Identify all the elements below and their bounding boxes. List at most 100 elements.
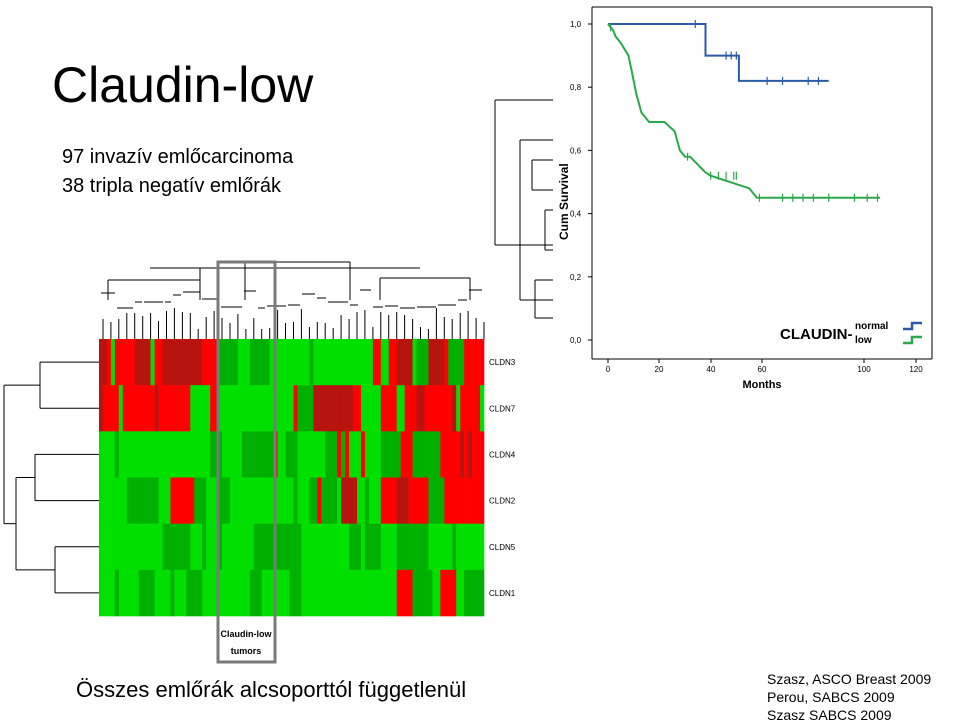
heatmap-cell [464, 523, 469, 571]
heatmap-cell [349, 339, 354, 386]
heatmap-cell [110, 477, 120, 524]
heatmap-cell [237, 523, 255, 571]
heatmap-cell [226, 523, 239, 571]
heatmap-cell [353, 339, 358, 386]
series-line-low [607, 23, 881, 199]
heatmap-cell [349, 523, 362, 571]
heatmap-cell [305, 431, 314, 478]
heatmap-cell [404, 385, 409, 432]
heatmap-cell [464, 339, 473, 386]
heatmap-cell [202, 385, 211, 432]
heatmap-cell [99, 569, 116, 617]
heatmap-cell [428, 523, 445, 571]
heatmap-cell [118, 431, 132, 478]
heatmap-cell [170, 477, 187, 524]
heatmap-cell [277, 569, 290, 617]
heatmap-cell [218, 523, 223, 571]
heatmap-cell [138, 339, 151, 386]
heatmap-cell [218, 339, 223, 386]
heatmap-cell [233, 569, 251, 617]
heatmap-cell [456, 385, 461, 432]
heatmap-cell [337, 477, 342, 524]
heatmap-cell [448, 477, 465, 524]
claudin-low-highlight: Claudin-low tumors [216, 260, 277, 664]
heatmap-cell [337, 339, 350, 386]
heatmap-cell [293, 385, 298, 432]
heatmap-cell [245, 477, 251, 524]
heatmap-cell [106, 523, 124, 571]
heatmap-cell [122, 339, 136, 386]
heatmap-cell [261, 339, 270, 386]
heatmap-cell [154, 339, 159, 386]
heatmap-cell [309, 477, 318, 524]
x-tick-label: 40 [707, 365, 716, 374]
heatmap-cell [222, 523, 227, 571]
legend-label-normal: normal [855, 321, 889, 332]
heatmap-cell [360, 523, 366, 571]
claudin-low-label: Claudin-low [221, 629, 273, 639]
y-tick-label: 0,8 [570, 83, 582, 92]
heatmap-cell [472, 431, 481, 478]
heatmap-cell [285, 431, 298, 478]
heatmap-cell [126, 569, 132, 617]
heatmap-cell [360, 385, 366, 432]
y-tick-label: 0,4 [570, 210, 582, 219]
heatmap-cell [170, 431, 187, 478]
heatmap-cell [99, 523, 108, 571]
heatmap-cell [480, 431, 485, 478]
heatmap-cell [106, 339, 112, 386]
heatmap-cell [202, 339, 219, 386]
heatmap-cell [313, 431, 326, 478]
citation-3: Szasz SABCS 2009 [767, 707, 892, 723]
heatmap-cell [396, 477, 409, 524]
heatmap-cell [241, 431, 259, 478]
heatmap-cell [150, 339, 155, 386]
x-tick-label: 0 [606, 365, 611, 374]
heatmap-cell [472, 569, 485, 617]
heatmap-cell [134, 385, 147, 432]
heatmap-cell [229, 569, 235, 617]
heatmap-cell [162, 523, 175, 571]
heatmap-cell [353, 569, 362, 617]
heatmap-cell [297, 431, 306, 478]
heatmap-cell [472, 385, 481, 432]
heatmap-cell [317, 569, 330, 617]
heatmap-cell [325, 523, 342, 571]
y-tick-label: 0,6 [570, 146, 582, 155]
heatmap-cell [154, 385, 159, 432]
heatmap-cell [396, 569, 413, 617]
heatmap-cell [460, 523, 465, 571]
heatmap-cell [174, 339, 191, 386]
legend-swatch-low [903, 335, 922, 345]
heatmap-cell [364, 431, 382, 478]
heatmap-cell [118, 385, 124, 432]
heatmap-cell [360, 477, 366, 524]
heatmap-cell [289, 569, 302, 617]
heatmap-cell [428, 431, 441, 478]
heatmap-cell [456, 523, 461, 571]
heatmap-cell [428, 339, 445, 386]
heatmap-cell [202, 569, 215, 617]
subtitle-line-2: 38 tripla negatív emlőrák [62, 175, 282, 197]
row-dendrogram [3, 361, 99, 594]
y-tick-label: 0,2 [570, 273, 582, 282]
heatmap-cell [400, 431, 413, 478]
heatmap-cell [452, 385, 457, 432]
heatmap-cell [460, 385, 465, 432]
heatmap-cell [360, 569, 366, 617]
heatmap-cell [194, 477, 207, 524]
heatmap-cell [380, 523, 397, 571]
heatmap-cell [360, 431, 366, 478]
heatmap-cell [190, 385, 195, 432]
x-axis-label: Months [742, 379, 781, 391]
heatmap-cell [396, 339, 413, 386]
heatmap-cell [190, 339, 203, 386]
heatmap-cell [134, 339, 139, 386]
heatmap-cell [102, 385, 116, 432]
heatmap-cell [444, 477, 449, 524]
heatmap-cell [293, 339, 302, 386]
heatmap-cell [380, 339, 390, 386]
heatmap-cell [392, 431, 401, 478]
heatmap-cell [444, 431, 449, 478]
heatmap-cell [222, 431, 227, 478]
